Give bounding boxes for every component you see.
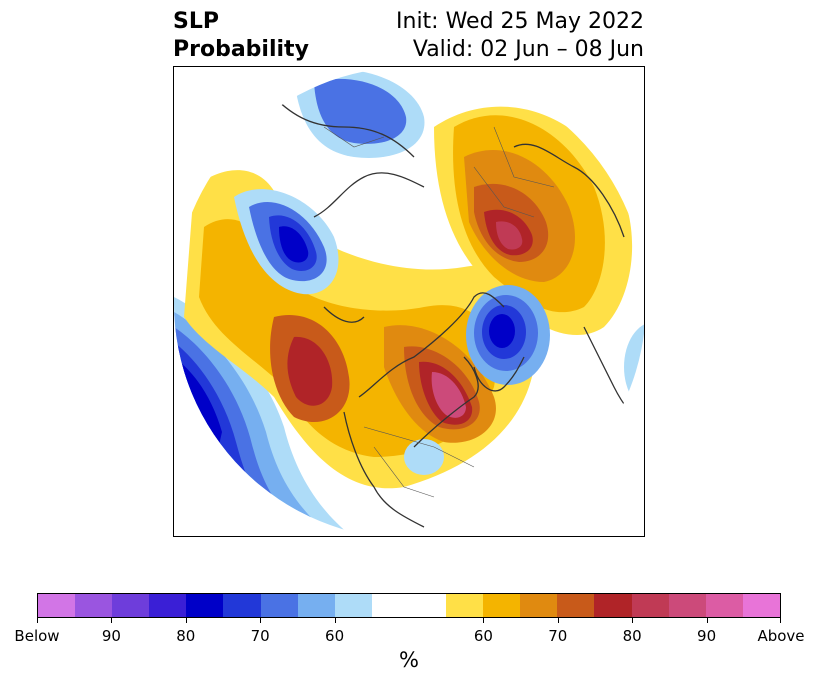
probability-field [174,69,644,536]
colorbar-swatch [742,594,780,617]
title-probability: Probability [173,37,309,62]
title-right: Init: Wed 25 May 2022 Valid: 02 Jun – 08… [396,8,644,64]
colorbar-tick-label: 60 [473,627,493,645]
colorbar-tick [706,618,708,623]
colorbar-swatch [557,594,595,617]
colorbar-tick-label: 60 [325,627,345,645]
colorbar-tick-label: 90 [101,627,121,645]
colorbar [37,593,781,618]
colorbar-tick-label: 90 [697,627,717,645]
colorbar-tick [632,618,634,623]
colorbar-tick-label: 80 [622,627,642,645]
valid-range: Valid: 02 Jun – 08 Jun [412,37,644,62]
colorbar-tick-label: Below [14,627,60,645]
colorbar-tick [260,618,262,623]
colorbar-swatch [149,594,187,617]
above-anomaly-arctic [434,106,633,336]
colorbar-swatch [408,594,447,617]
probability-map [174,67,644,536]
colorbar-tick [111,618,113,623]
init-date: Init: Wed 25 May 2022 [396,9,644,34]
colorbar-swatch [38,594,76,617]
colorbar-tick-label: 70 [250,627,270,645]
colorbar-tick [37,618,38,623]
colorbar-swatch [446,594,484,617]
colorbar-swatch [75,594,113,617]
colorbar-swatch [483,594,521,617]
colorbar-swatch [668,594,706,617]
colorbar-swatch [334,594,372,617]
colorbar-tick [185,618,187,623]
colorbar-swatch [112,594,150,617]
below-anomaly-polar [466,285,550,385]
colorbar-tick [780,618,781,623]
colorbar-swatch [520,594,558,617]
colorbar-tick-label: 80 [176,627,196,645]
colorbar-tick-label: Above [757,627,805,645]
title-slp: SLP [173,9,219,34]
colorbar-swatch [186,594,224,617]
map-panel [173,66,645,537]
colorbar-swatch [223,594,261,617]
below-anomaly-siberia [294,69,425,158]
title-left: SLP Probability [173,8,309,64]
colorbar-ticks [37,618,781,626]
colorbar-swatch [705,594,743,617]
colorbar-swatch [297,594,335,617]
colorbar-tick-label: 70 [548,627,568,645]
below-anomaly-asia [234,189,339,295]
colorbar-swatch [631,594,669,617]
colorbar-tick [557,618,559,623]
colorbar-swatch [371,594,409,617]
colorbar-swatch [594,594,632,617]
colorbar-unit-label: % [399,648,419,672]
borders [323,126,555,498]
colorbar-tick [334,618,336,623]
colorbar-swatch [260,594,298,617]
colorbar-tick [483,618,485,623]
